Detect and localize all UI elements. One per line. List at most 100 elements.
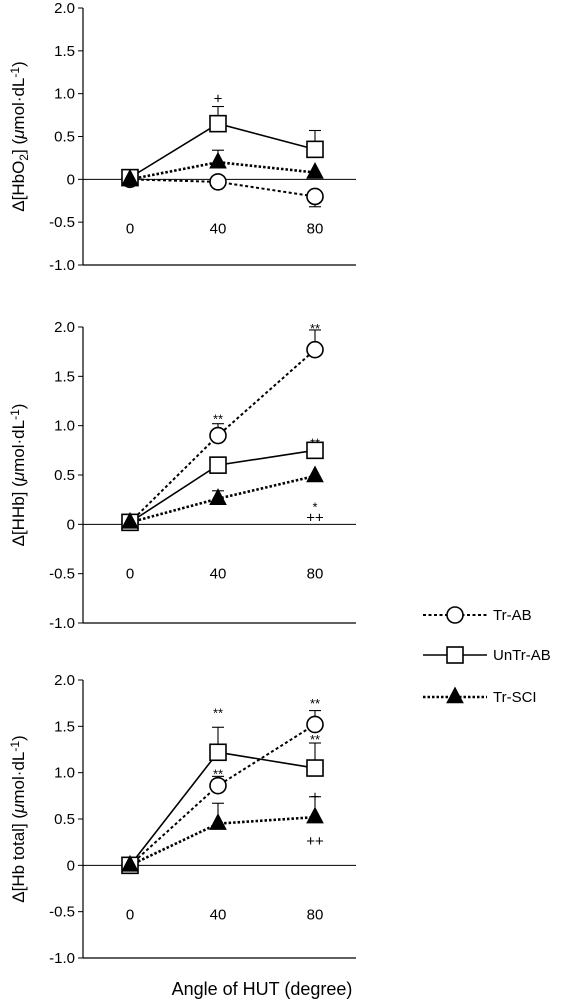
- data-point-tr-sci: [121, 511, 139, 529]
- y-tick-label: 2.0: [54, 0, 75, 17]
- x-tick-label: 80: [307, 220, 324, 237]
- data-point-tr-ab: [209, 776, 227, 795]
- data-point-tr-ab: [306, 340, 324, 359]
- significance-mark: **: [310, 435, 320, 450]
- data-point-tr-sci: [209, 488, 227, 505]
- significance-mark: **: [213, 767, 223, 782]
- chart-panel-3: 2.0 1.5 1.0 0.5 0 -0.5 -1.0 0 40 80 Δ[Hb total] (μ…: [8, 672, 356, 967]
- legend-item-tr-ab: Tr-AB: [423, 606, 532, 624]
- y-tick-label: -0.5: [49, 904, 75, 921]
- legend-item-tr-sci: Tr-SCI: [423, 686, 537, 706]
- y-axis-label-part: ): [9, 735, 28, 741]
- y-axis-label-part: mol·dL: [9, 752, 28, 804]
- chart-panels: 2.01.51.00.50-0.5-1.00 40 80Δ[HbO2] (μmol·…: [8, 0, 356, 967]
- legend-label: UnTr-AB: [493, 647, 551, 664]
- legend-marker: [446, 686, 464, 704]
- y-tick-label: 1.5: [54, 43, 75, 60]
- data-point-tr-ab: [306, 187, 324, 206]
- y-axis-label-part: μ: [9, 129, 28, 140]
- y-tick-label: -1.0: [49, 257, 75, 274]
- y-tick-label: 1.5: [54, 368, 75, 385]
- y-axis-label: Δ[HbO2] (μmol·dL-1): [8, 61, 31, 211]
- y-axis-label-part: μ: [9, 803, 28, 814]
- significance-mark: *: [312, 500, 317, 515]
- y-axis-label-part: -1: [8, 67, 22, 78]
- data-point-tr-ab: [209, 426, 227, 445]
- significance-mark: ++: [306, 833, 324, 850]
- data-point-tr-sci: [306, 806, 324, 824]
- x-tick-label: 80: [307, 565, 324, 582]
- significance-mark: **: [310, 321, 320, 336]
- data-point-tr-sci: [306, 465, 324, 483]
- x-axis-label: Angle of HUT (degree): [172, 979, 353, 999]
- y-tick-label: 0.5: [54, 129, 75, 146]
- x-tick-label: 0: [126, 565, 134, 582]
- data-point-tr-sci: [306, 161, 324, 179]
- y-tick-label: -0.5: [49, 214, 75, 231]
- data-point-tr-sci: [209, 813, 227, 830]
- legend-label: Tr-SCI: [493, 689, 537, 706]
- legend-marker: [446, 646, 464, 664]
- y-axis-label-part: Δ[HbO: [9, 161, 28, 212]
- y-tick-label: 0: [67, 171, 75, 188]
- y-axis-label-part: μ: [9, 471, 28, 482]
- y-tick-label: 1.5: [54, 718, 75, 735]
- legend-item-untr-ab: UnTr-AB: [423, 646, 551, 664]
- y-axis-label-part: mol·dL: [9, 78, 28, 130]
- legend-label: Tr-AB: [493, 607, 532, 624]
- y-axis-label-part: ): [9, 404, 28, 410]
- y-tick-label: 1.0: [54, 86, 75, 103]
- x-tick-label: 40: [210, 220, 227, 237]
- data-point-tr-ab: [306, 715, 324, 734]
- significance-mark: **: [310, 732, 320, 747]
- y-tick-label: -1.0: [49, 615, 75, 632]
- chart-panel-2: 2.0 1.5 1.0 0.5 0 -0.5 -1.0 0 40 80 Δ[HHb] (μmol·d…: [8, 319, 356, 632]
- y-axis-label: Δ[HHb] (μmol·dL-1): [8, 404, 28, 547]
- data-point-untr-ab: [209, 456, 227, 474]
- y-tick-label: 0: [67, 516, 75, 533]
- y-tick-label: 0: [67, 857, 75, 874]
- data-point-untr-ab: [209, 114, 227, 133]
- series-line-tr-ab: [129, 723, 316, 867]
- y-tick-label: 2.0: [54, 319, 75, 336]
- significance-mark: ++: [306, 509, 324, 526]
- x-tick-label: 0: [126, 906, 134, 923]
- data-point-untr-ab: [306, 140, 324, 159]
- data-point-tr-ab: [209, 173, 227, 191]
- significance-mark: +: [311, 789, 320, 806]
- y-axis-label-part: Δ[HHb] (: [9, 481, 28, 547]
- legend-marker: [446, 606, 464, 624]
- significance-mark: **: [310, 696, 320, 711]
- y-axis-label: Δ[Hb total] (μmol·dL-1): [8, 735, 28, 902]
- x-tick-label: 40: [210, 906, 227, 923]
- y-tick-label: -1.0: [49, 950, 75, 967]
- y-tick-label: 0.5: [54, 811, 75, 828]
- significance-mark: +: [214, 91, 223, 108]
- y-tick-label: 0.5: [54, 467, 75, 484]
- chart-panel-1: 2.0 1.5 1.0 0.5 0 -0.5 -1.0 0 40 80 Δ[HbO2] (μmol·…: [8, 0, 356, 274]
- y-axis-label-part: ): [9, 61, 28, 67]
- y-tick-label: 2.0: [54, 672, 75, 689]
- y-tick-label: -0.5: [49, 566, 75, 583]
- data-point-untr-ab: [306, 759, 324, 777]
- y-axis-label-part: -1: [8, 409, 22, 420]
- y-axis-label-part: ] (: [9, 139, 28, 154]
- significance-mark: **: [213, 705, 223, 720]
- y-axis-label-part: 2: [17, 154, 31, 161]
- data-point-untr-ab: [209, 743, 227, 762]
- x-tick-label: 80: [307, 906, 324, 923]
- data-point-untr-ab: [306, 441, 324, 460]
- y-tick-label: 1.0: [54, 765, 75, 782]
- x-tick-label: 40: [210, 565, 227, 582]
- significance-mark: **: [213, 412, 223, 427]
- y-axis-label-part: -1: [8, 741, 22, 752]
- x-tick-label: 0: [126, 220, 134, 237]
- y-tick-label: 1.0: [54, 418, 75, 435]
- series-line-tr-sci: [129, 160, 316, 181]
- data-point-tr-sci: [121, 168, 139, 186]
- y-axis-label-part: mol·dL: [9, 420, 28, 472]
- data-point-tr-sci: [121, 854, 139, 872]
- data-point-tr-sci: [209, 151, 227, 169]
- series-line-tr-sci: [129, 815, 316, 867]
